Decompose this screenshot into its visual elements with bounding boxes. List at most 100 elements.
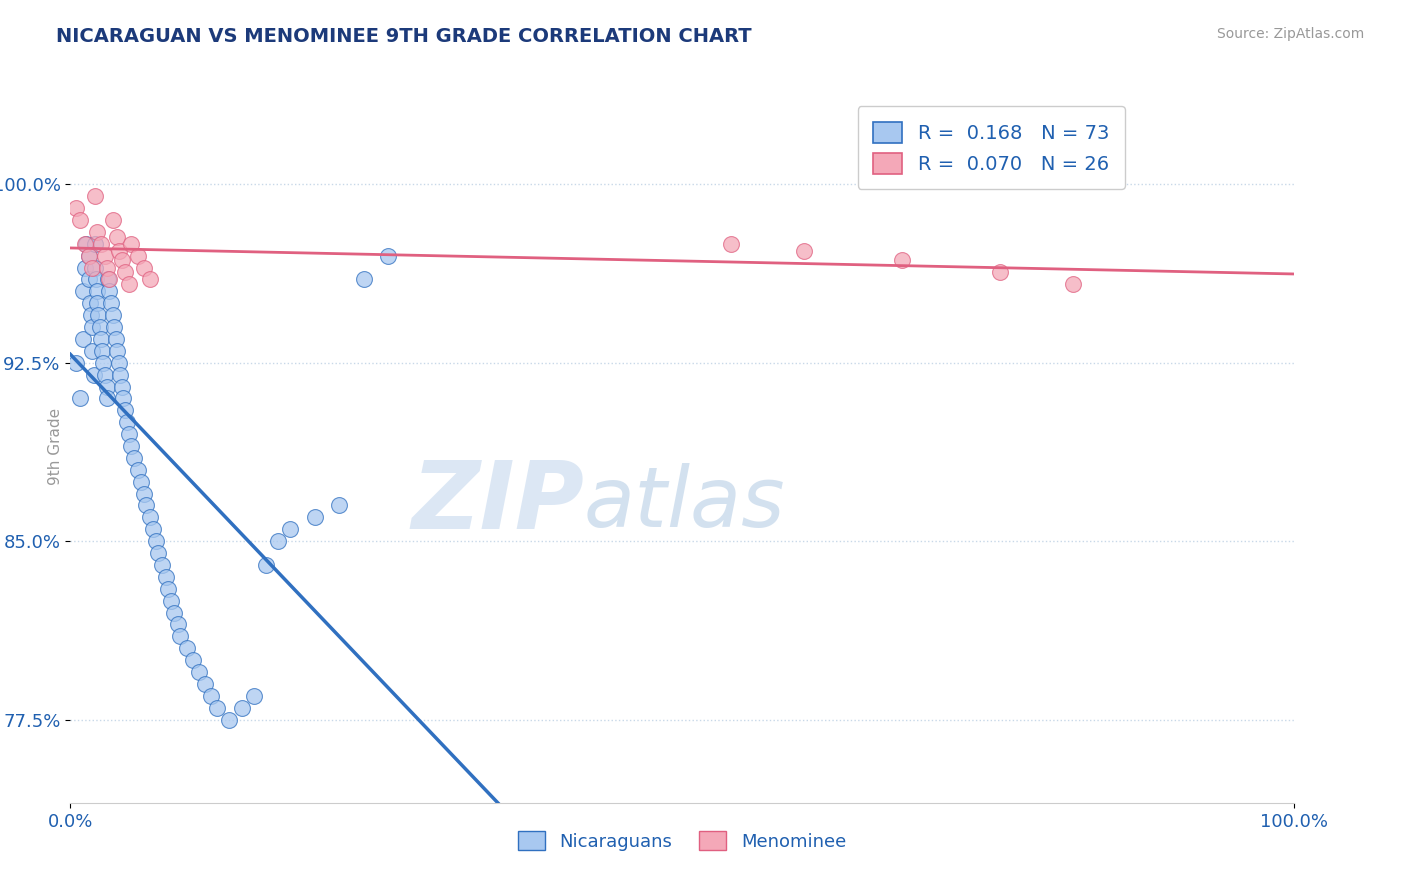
Point — [132, 486, 155, 500]
Point — [118, 427, 141, 442]
Point — [111, 392, 134, 406]
Point — [97, 272, 120, 286]
Point — [114, 265, 136, 279]
Point — [122, 450, 145, 465]
Point — [82, 343, 104, 358]
Point — [139, 272, 162, 286]
Point — [101, 308, 124, 322]
Text: Source: ZipAtlas.com: Source: ZipAtlas.com — [1216, 27, 1364, 41]
Point — [377, 249, 399, 263]
Point — [328, 499, 350, 513]
Point — [111, 379, 134, 393]
Point — [72, 332, 94, 346]
Point — [69, 392, 91, 406]
Point — [231, 700, 253, 714]
Point — [205, 700, 228, 714]
Point — [90, 236, 112, 251]
Point — [129, 475, 152, 489]
Point — [304, 510, 326, 524]
Point — [100, 296, 122, 310]
Point — [194, 677, 217, 691]
Point — [127, 463, 149, 477]
Point — [96, 392, 118, 406]
Point — [83, 236, 105, 251]
Point — [80, 308, 103, 322]
Point — [96, 260, 118, 275]
Point — [91, 356, 114, 370]
Point — [96, 379, 118, 393]
Point — [103, 320, 125, 334]
Point — [118, 277, 141, 292]
Point — [163, 606, 186, 620]
Point — [150, 558, 173, 572]
Point — [91, 343, 114, 358]
Point — [135, 499, 157, 513]
Point — [83, 260, 105, 275]
Point — [73, 260, 96, 275]
Point — [157, 582, 180, 596]
Point — [65, 201, 87, 215]
Point — [101, 213, 124, 227]
Point — [79, 296, 101, 310]
Point — [105, 229, 128, 244]
Point — [86, 225, 108, 239]
Point — [73, 236, 96, 251]
Point — [65, 356, 87, 370]
Point — [145, 534, 167, 549]
Point — [93, 249, 115, 263]
Point — [90, 332, 112, 346]
Point — [86, 285, 108, 299]
Point — [167, 617, 190, 632]
Point — [84, 272, 107, 286]
Point — [169, 629, 191, 643]
Point — [121, 236, 143, 251]
Point — [891, 253, 914, 268]
Point — [93, 368, 115, 382]
Point — [69, 213, 91, 227]
Point — [98, 272, 121, 286]
Point — [280, 522, 302, 536]
Point — [86, 296, 108, 310]
Point — [75, 236, 97, 251]
Point — [187, 665, 209, 679]
Point — [218, 713, 240, 727]
Y-axis label: 9th Grade: 9th Grade — [48, 408, 63, 484]
Point — [114, 403, 136, 417]
Point — [108, 356, 131, 370]
Point — [108, 244, 131, 258]
Point — [110, 368, 132, 382]
Point — [267, 534, 290, 549]
Point — [155, 570, 177, 584]
Point — [142, 522, 165, 536]
Point — [243, 689, 266, 703]
Point — [139, 510, 162, 524]
Legend: Nicaraguans, Menominee: Nicaraguans, Menominee — [510, 824, 853, 858]
Text: NICARAGUAN VS MENOMINEE 9TH GRADE CORRELATION CHART: NICARAGUAN VS MENOMINEE 9TH GRADE CORREL… — [56, 27, 752, 45]
Point — [82, 260, 104, 275]
Point — [83, 189, 105, 203]
Text: ZIP: ZIP — [411, 457, 583, 549]
Text: atlas: atlas — [583, 463, 786, 543]
Point — [83, 368, 105, 382]
Point — [176, 641, 198, 656]
Point — [121, 439, 143, 453]
Point — [793, 244, 815, 258]
Point — [98, 285, 121, 299]
Point — [77, 249, 100, 263]
Point — [111, 253, 134, 268]
Point — [127, 249, 149, 263]
Point — [353, 272, 375, 286]
Point — [988, 265, 1011, 279]
Point — [254, 558, 277, 572]
Point — [105, 343, 128, 358]
Point — [77, 272, 100, 286]
Point — [159, 593, 181, 607]
Point — [181, 653, 204, 667]
Point — [87, 308, 110, 322]
Point — [115, 415, 138, 429]
Point — [132, 260, 155, 275]
Point — [200, 689, 222, 703]
Point — [89, 320, 111, 334]
Point — [82, 320, 104, 334]
Point — [77, 249, 100, 263]
